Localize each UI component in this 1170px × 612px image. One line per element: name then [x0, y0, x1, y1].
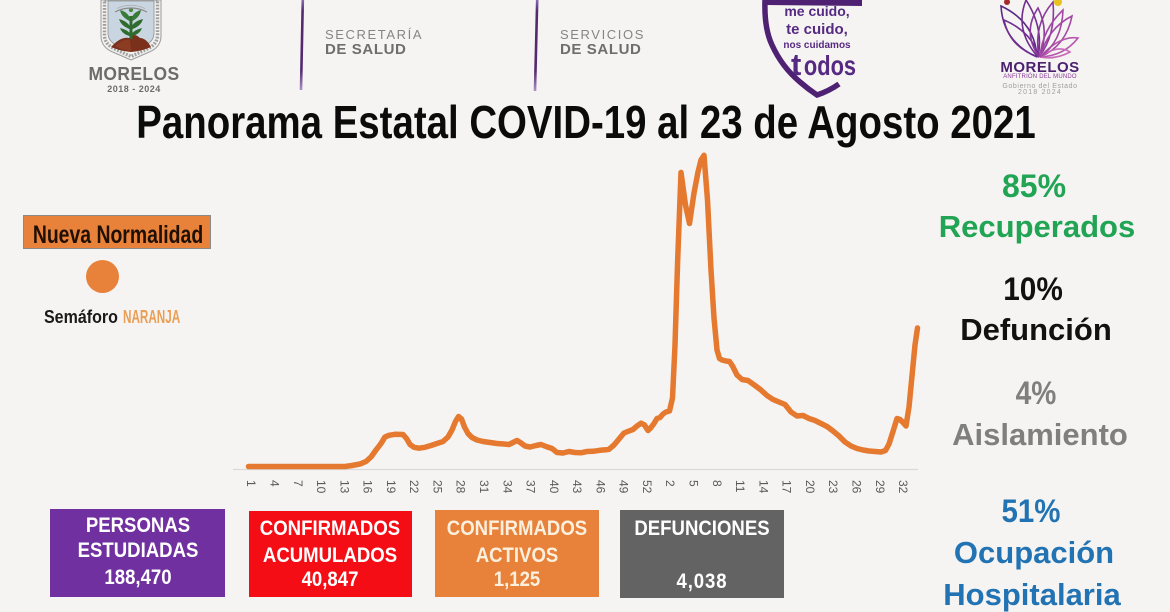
- svg-text:7: 7: [291, 480, 305, 487]
- svg-text:25: 25: [430, 480, 444, 494]
- svg-text:29: 29: [873, 480, 887, 494]
- svg-text:17: 17: [780, 480, 794, 494]
- svg-text:34: 34: [500, 480, 514, 494]
- svg-text:23: 23: [826, 480, 840, 494]
- svg-text:1: 1: [244, 480, 258, 487]
- svg-text:5: 5: [687, 480, 701, 487]
- svg-text:32: 32: [896, 480, 910, 494]
- svg-text:19: 19: [384, 480, 398, 494]
- svg-text:26: 26: [850, 480, 864, 494]
- svg-text:43: 43: [570, 480, 584, 494]
- svg-text:4: 4: [268, 480, 282, 487]
- svg-text:40: 40: [547, 480, 561, 494]
- svg-text:22: 22: [407, 480, 421, 494]
- svg-text:46: 46: [593, 480, 607, 494]
- svg-text:2: 2: [663, 480, 677, 487]
- svg-text:20: 20: [803, 480, 817, 494]
- svg-text:13: 13: [337, 480, 351, 494]
- svg-text:52: 52: [640, 480, 654, 494]
- svg-text:31: 31: [477, 480, 491, 494]
- svg-text:37: 37: [524, 480, 538, 494]
- svg-text:16: 16: [361, 480, 375, 494]
- svg-text:10: 10: [314, 480, 328, 494]
- svg-text:49: 49: [617, 480, 631, 494]
- svg-text:11: 11: [733, 480, 747, 493]
- svg-text:14: 14: [756, 480, 770, 494]
- svg-text:8: 8: [710, 480, 724, 487]
- svg-text:28: 28: [454, 480, 468, 494]
